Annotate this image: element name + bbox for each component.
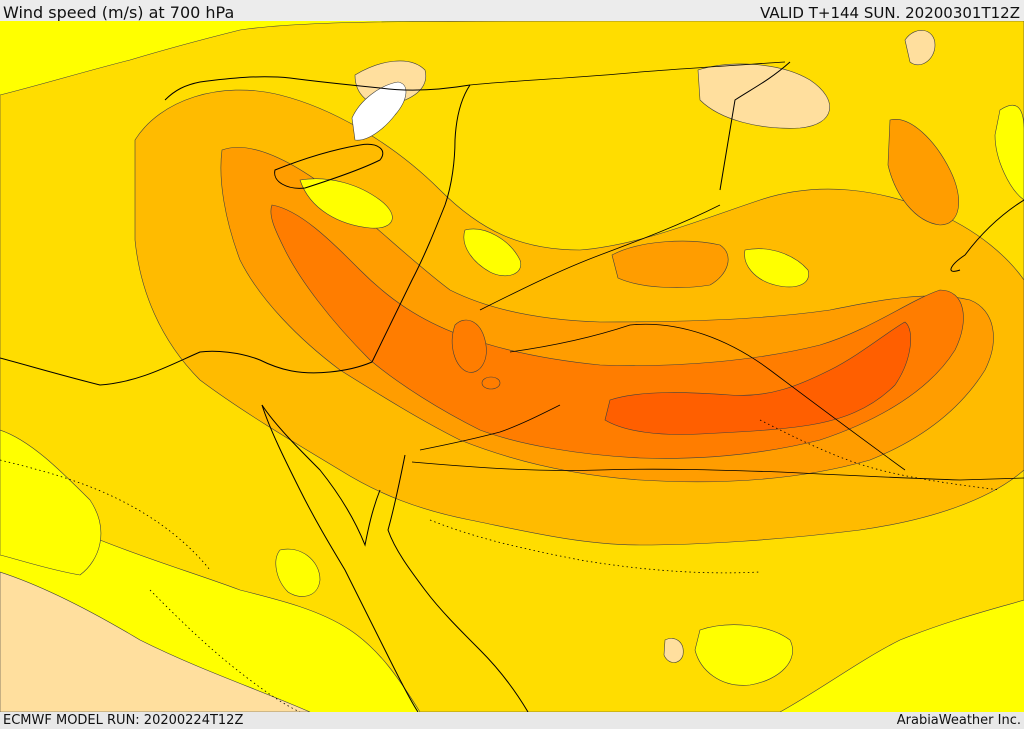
mediterranean-south-coast bbox=[0, 350, 373, 386]
saudi-jordan-border bbox=[411, 461, 1024, 481]
iraq-iran-border bbox=[719, 61, 791, 191]
extreme-wind-cell bbox=[451, 319, 487, 373]
iraq-saudi-border bbox=[509, 323, 906, 471]
calm-patch-northeast bbox=[904, 30, 936, 66]
header-bar: Wind speed (m/s) at 700 hPa VALID T+144 … bbox=[0, 0, 1024, 22]
dotted-line-east bbox=[759, 419, 1001, 491]
dotted-line-saudi bbox=[429, 519, 761, 574]
credit-label: ArabiaWeather Inc. bbox=[896, 713, 1021, 728]
extreme-wind-spot bbox=[481, 376, 501, 390]
dotted-boundaries bbox=[0, 419, 1001, 712]
turkey-syria-border bbox=[469, 61, 786, 86]
gulf-of-suez bbox=[261, 404, 381, 547]
red-sea-west-coast bbox=[261, 404, 419, 712]
chart-title: Wind speed (m/s) at 700 hPa bbox=[3, 3, 235, 22]
model-run-label: ECMWF MODEL RUN: 20200224T12Z bbox=[3, 713, 244, 728]
coastlines bbox=[0, 61, 1024, 712]
calm-zone-southwest bbox=[0, 571, 311, 712]
light-wind-patch-levant bbox=[463, 228, 522, 276]
light-wind-patch-redsea bbox=[275, 548, 321, 597]
calm-patch-iraq bbox=[697, 63, 830, 129]
valid-time-label: VALID T+144 SUN. 20200301T12Z bbox=[760, 4, 1020, 22]
light-wind-west bbox=[0, 429, 102, 576]
extreme-wind-core bbox=[604, 321, 911, 435]
dotted-line-sudan bbox=[149, 589, 301, 712]
dotted-line-west bbox=[0, 459, 211, 571]
light-wind-patch-southeast bbox=[694, 624, 793, 686]
persian-gulf-coast bbox=[950, 199, 1024, 272]
light-wind-patch-north bbox=[299, 178, 393, 229]
wind-speed-map bbox=[0, 21, 1024, 712]
strong-wind-patch-iraq bbox=[611, 240, 729, 288]
political-borders bbox=[411, 61, 1024, 481]
calm-spot-white bbox=[351, 81, 407, 141]
turkey-south-coast bbox=[164, 76, 471, 101]
strong-wind-patch-iran bbox=[887, 119, 959, 226]
syria-iraq-border bbox=[479, 204, 721, 311]
light-wind-patch-syria bbox=[744, 248, 809, 288]
red-sea-east-coast bbox=[387, 454, 529, 712]
levant-coast bbox=[371, 84, 471, 363]
cyprus-coast bbox=[274, 143, 384, 189]
footer-bar: ECMWF MODEL RUN: 20200224T12Z ArabiaWeat… bbox=[0, 712, 1024, 729]
map-canvas bbox=[0, 21, 1024, 712]
jordan-iraq-border bbox=[419, 404, 561, 451]
calm-patch-gulf bbox=[663, 638, 684, 663]
